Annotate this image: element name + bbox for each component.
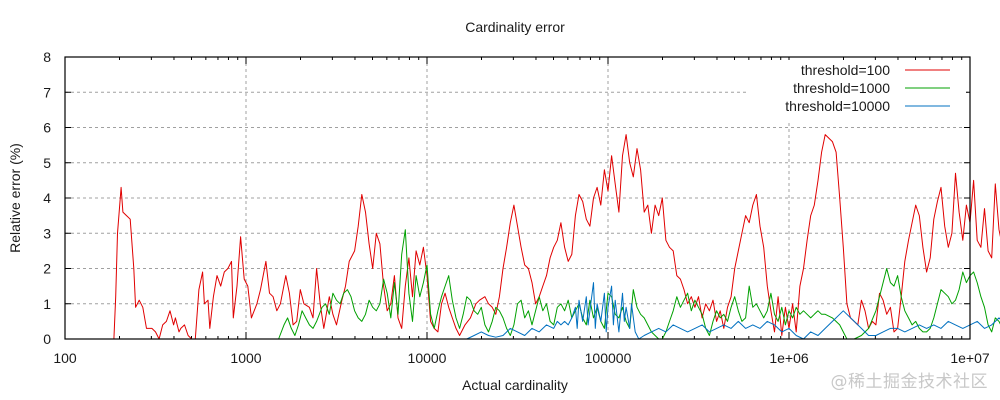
x-tick-label: 1e+06 bbox=[769, 350, 809, 366]
y-axis-tick-labels: 0 1 2 3 4 5 6 7 8 bbox=[43, 49, 51, 347]
series-layer bbox=[113, 134, 1000, 340]
legend-item-threshold-100: threshold=100 bbox=[801, 62, 950, 78]
legend-label: threshold=100 bbox=[801, 62, 890, 78]
legend: threshold=100 threshold=1000 threshold=1… bbox=[748, 60, 966, 120]
y-tick-label: 4 bbox=[43, 190, 51, 206]
y-tick-label: 7 bbox=[43, 84, 51, 100]
legend-item-threshold-10000: threshold=10000 bbox=[785, 98, 950, 114]
series-line-threshold-1000 bbox=[278, 229, 1000, 340]
legend-item-threshold-1000: threshold=1000 bbox=[793, 80, 950, 96]
x-tick-label: 1e+07 bbox=[950, 350, 990, 366]
x-tick-label: 100000 bbox=[585, 350, 632, 366]
chart-title: Cardinality error bbox=[465, 19, 565, 35]
y-axis-label: Relative error (%) bbox=[7, 143, 23, 253]
y-tick-label: 0 bbox=[43, 331, 51, 347]
watermark: @稀土掘金技术社区 bbox=[830, 372, 988, 392]
x-tick-label: 1000 bbox=[230, 350, 261, 366]
grid-lines bbox=[65, 57, 970, 339]
plot-border bbox=[64, 56, 971, 340]
x-tick-label: 100 bbox=[53, 350, 77, 366]
x-tick-label: 10000 bbox=[408, 350, 447, 366]
y-tick-label: 2 bbox=[43, 261, 51, 277]
x-axis-label: Actual cardinality bbox=[462, 377, 568, 393]
x-axis-tick-labels: 100 1000 10000 100000 1e+06 1e+07 bbox=[53, 350, 990, 366]
legend-label: threshold=10000 bbox=[785, 98, 890, 114]
y-tick-label: 1 bbox=[43, 296, 51, 312]
series-line-threshold-10000 bbox=[466, 282, 1000, 340]
y-tick-label: 3 bbox=[43, 225, 51, 241]
y-tick-label: 6 bbox=[43, 120, 51, 136]
y-tick-label: 5 bbox=[43, 155, 51, 171]
series-line-threshold-100 bbox=[113, 134, 1000, 340]
y-tick-label: 8 bbox=[43, 49, 51, 65]
legend-label: threshold=1000 bbox=[793, 80, 890, 96]
